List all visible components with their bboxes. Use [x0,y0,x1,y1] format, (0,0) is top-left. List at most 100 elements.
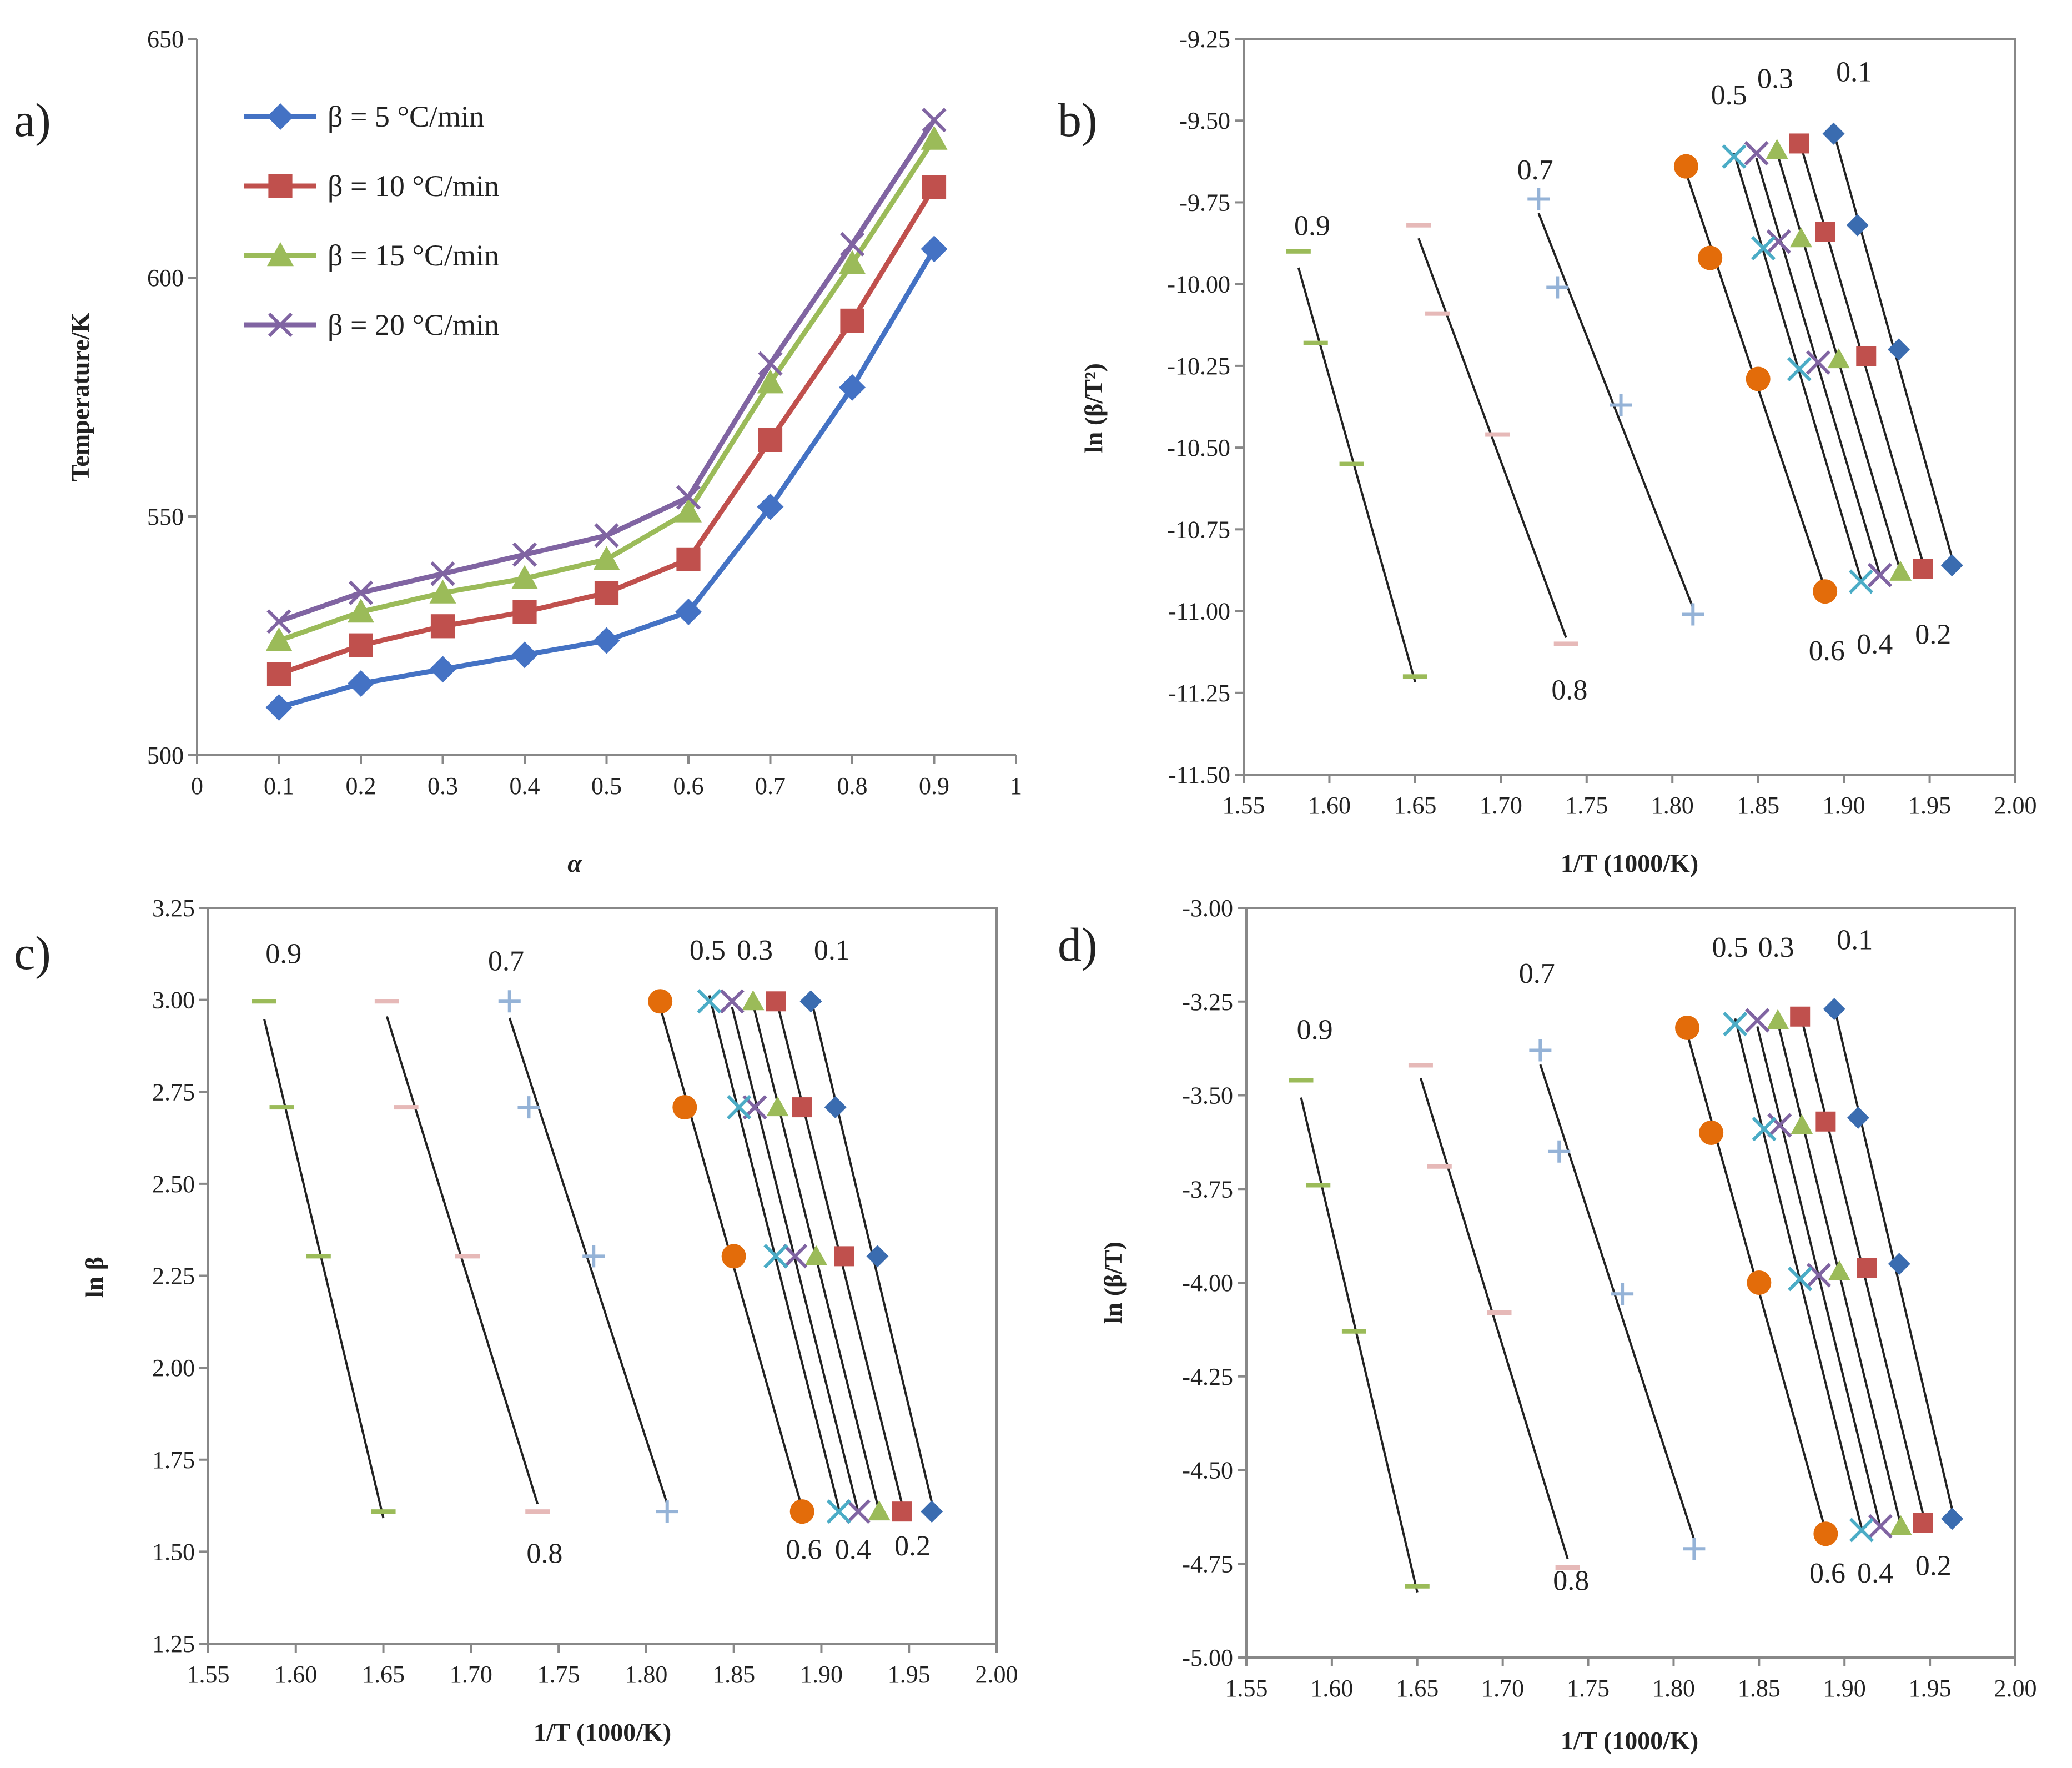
series-1 [265,235,948,721]
x-tick-label: 1.60 [1308,792,1351,819]
x-axis-title: 1/T (1000/K) [1561,849,1698,877]
series-alpha-0.9 [1286,249,1427,682]
series-alpha-0.8 [1408,1063,1580,1570]
data-point [429,656,456,683]
fit-line [1734,1018,1863,1529]
x-tick-label: 2.00 [1994,1675,2037,1702]
x-tick-label: 1.80 [625,1661,667,1688]
data-point [1289,1078,1314,1083]
data-point [1744,140,1769,166]
x-tick-label: 1.85 [712,1661,755,1688]
data-point [1806,350,1830,375]
data-point [1683,1538,1706,1560]
x-tick-label: 0.6 [673,772,704,800]
y-tick-label: -3.50 [1182,1082,1233,1109]
data-point [676,485,701,510]
y-tick-label: 2.25 [152,1263,195,1290]
x-tick-label: 1.65 [362,1661,405,1688]
data-point [252,999,276,1004]
data-point [834,1246,854,1267]
series-alpha-0.3 [1766,139,1912,581]
x-tick-label: 1.90 [1823,792,1865,819]
x-tick-label: 1.70 [1481,1675,1524,1702]
legend: β = 5 °C/min β = 10 °C/min β = 15 °C/min β … [244,100,499,341]
data-point [720,989,745,1014]
x-tick-label: 0.1 [264,772,294,800]
y-tick-label: 650 [147,26,184,53]
x-tick-label: 1.65 [1396,1675,1439,1702]
data-point [757,369,784,394]
data-point [1529,1039,1552,1062]
y-axis-title: ln β [80,1257,108,1298]
fit-line [1833,1007,1954,1510]
data-point [1887,338,1910,361]
data-point [266,609,291,634]
series-alpha-0.4 [1745,1008,1893,1539]
data-point [1828,1260,1850,1280]
y-tick-label: -10.50 [1167,434,1230,461]
x-axis-title: 1/T (1000/K) [1561,1726,1698,1755]
series-alpha-0.6 [1675,1016,1838,1546]
data-point [1406,223,1431,228]
data-point [1889,1515,1912,1535]
data-point [1723,1012,1748,1037]
data-point [1813,1521,1838,1546]
series-alpha-0.9 [1289,1078,1430,1593]
alpha-label: 0.7 [1519,958,1555,990]
alpha-label: 0.6 [786,1534,822,1566]
data-point [265,627,293,651]
x-tick-label: 1.70 [450,1661,492,1688]
y-tick-label: -9.75 [1179,189,1230,216]
series-3 [265,125,948,651]
panel-c-chart: c) 1.25 1.50 1.75 2.00 2.25 2.50 2.75 3.00 3.25 1.… [14,895,1018,1746]
data-point [799,990,822,1013]
x-tick-label: 0.3 [428,772,458,800]
y-tick-label: -11.00 [1168,598,1230,625]
legend-marker [268,174,293,198]
data-point [789,1499,814,1524]
x-tick-label: 0.2 [346,772,376,800]
y-axis-title: Temperature/K [66,313,94,481]
data-point [1913,1513,1933,1533]
data-point [892,1501,912,1522]
alpha-label: 0.9 [1294,210,1330,242]
data-point [840,308,864,333]
data-point [757,493,784,520]
x-tick-label: 2.00 [975,1661,1018,1688]
data-point [675,498,702,523]
x-tick-label: 1.65 [1394,792,1436,819]
data-point [1408,1063,1433,1068]
data-point [1806,1263,1832,1288]
series-alpha-0.8 [1406,223,1578,646]
data-point [1767,1009,1789,1029]
y-tick-label: -10.25 [1167,353,1230,380]
series-alpha-0.6 [648,989,814,1524]
data-point [1341,1329,1366,1334]
y-tick-label: 3.25 [152,895,195,922]
fit-line [708,995,840,1509]
x-tick-label: 1 [1010,772,1022,800]
series-alpha-0.5 [697,989,852,1524]
data-point [306,1254,331,1259]
data-point [1546,276,1569,299]
data-point [348,599,374,623]
y-tick-label: 600 [147,264,184,292]
legend-marker [267,242,294,267]
data-point [866,1245,889,1268]
legend-marker [267,103,294,130]
y-tick-label: 1.50 [152,1538,195,1565]
series-alpha-0.7 [498,990,678,1523]
fit-line [809,997,933,1503]
data-point [1751,235,1776,261]
y-tick-label: -5.00 [1182,1644,1233,1671]
data-point [266,662,291,686]
y-tick-label: -11.50 [1168,761,1230,788]
x-tick-label: 1.95 [1908,792,1951,819]
data-point [1339,461,1364,466]
data-point [1611,1283,1634,1305]
x-tick-label: 2.00 [1994,792,2037,819]
data-point [455,1254,480,1259]
data-point [1722,144,1747,169]
y-tick-label: 2.75 [152,1078,195,1106]
